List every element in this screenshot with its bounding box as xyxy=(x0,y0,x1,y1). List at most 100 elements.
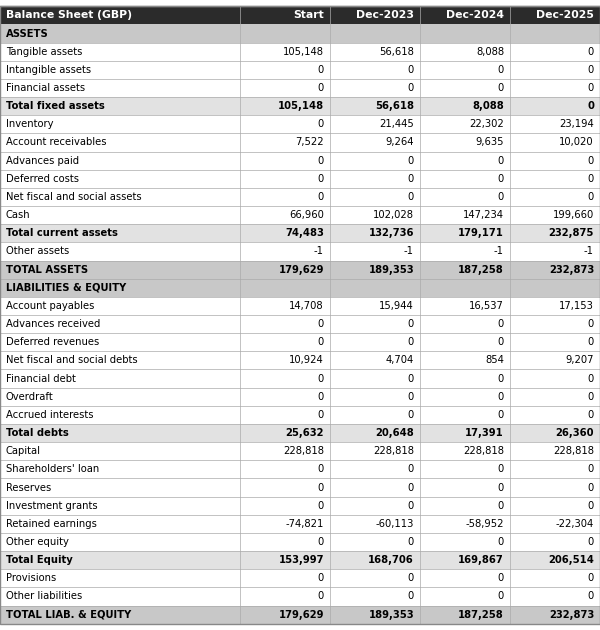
Text: 102,028: 102,028 xyxy=(373,210,414,220)
Text: 0: 0 xyxy=(408,464,414,474)
Text: 0: 0 xyxy=(318,410,324,420)
Bar xyxy=(0,206,600,224)
Text: 105,148: 105,148 xyxy=(283,47,324,57)
Text: 0: 0 xyxy=(408,319,414,329)
Text: Deferred revenues: Deferred revenues xyxy=(6,337,99,347)
Bar xyxy=(0,461,600,478)
Text: Investment grants: Investment grants xyxy=(6,501,98,511)
Text: 0: 0 xyxy=(408,174,414,184)
Text: -1: -1 xyxy=(404,246,414,256)
Bar xyxy=(0,134,600,152)
Text: -74,821: -74,821 xyxy=(286,519,324,529)
Text: 0: 0 xyxy=(318,119,324,129)
Text: 0: 0 xyxy=(588,374,594,384)
Text: 4,704: 4,704 xyxy=(386,355,414,365)
Text: Other liabilities: Other liabilities xyxy=(6,592,82,602)
Text: 0: 0 xyxy=(588,174,594,184)
Text: 0: 0 xyxy=(498,537,504,547)
Text: 0: 0 xyxy=(318,537,324,547)
Text: Start: Start xyxy=(293,10,324,20)
Text: Retained earnings: Retained earnings xyxy=(6,519,97,529)
Text: Inventory: Inventory xyxy=(6,119,53,129)
Text: 189,353: 189,353 xyxy=(368,610,414,620)
Bar xyxy=(0,79,600,97)
Text: 0: 0 xyxy=(408,392,414,402)
Text: Dec-2024: Dec-2024 xyxy=(446,10,504,20)
Text: 232,875: 232,875 xyxy=(548,228,594,238)
Text: 0: 0 xyxy=(588,83,594,93)
Text: 0: 0 xyxy=(318,573,324,583)
Text: Other equity: Other equity xyxy=(6,537,69,547)
Text: 0: 0 xyxy=(498,374,504,384)
Text: Tangible assets: Tangible assets xyxy=(6,47,82,57)
Text: 0: 0 xyxy=(588,337,594,347)
Text: 9,635: 9,635 xyxy=(476,137,504,147)
Text: 22,302: 22,302 xyxy=(469,119,504,129)
Bar xyxy=(0,278,600,297)
Text: 0: 0 xyxy=(588,392,594,402)
Text: 232,873: 232,873 xyxy=(549,265,594,275)
Text: 56,618: 56,618 xyxy=(375,101,414,111)
Text: 0: 0 xyxy=(588,501,594,511)
Text: LIABILITIES & EQUITY: LIABILITIES & EQUITY xyxy=(6,283,126,293)
Text: 14,708: 14,708 xyxy=(289,301,324,311)
Bar xyxy=(0,115,600,134)
Text: 0: 0 xyxy=(588,192,594,202)
Bar xyxy=(0,243,600,261)
Text: 0: 0 xyxy=(318,592,324,602)
Text: 0: 0 xyxy=(498,319,504,329)
Text: 74,483: 74,483 xyxy=(285,228,324,238)
Text: 0: 0 xyxy=(318,156,324,166)
Text: TOTAL ASSETS: TOTAL ASSETS xyxy=(6,265,88,275)
Text: -1: -1 xyxy=(494,246,504,256)
Text: Accrued interests: Accrued interests xyxy=(6,410,94,420)
Text: 228,818: 228,818 xyxy=(283,446,324,456)
Text: Total current assets: Total current assets xyxy=(6,228,118,238)
Text: 9,264: 9,264 xyxy=(386,137,414,147)
Text: 56,618: 56,618 xyxy=(379,47,414,57)
Bar xyxy=(0,43,600,60)
Text: Advances paid: Advances paid xyxy=(6,156,79,166)
Text: Reserves: Reserves xyxy=(6,483,51,493)
Text: 0: 0 xyxy=(408,337,414,347)
Text: 0: 0 xyxy=(498,501,504,511)
Text: Dec-2025: Dec-2025 xyxy=(536,10,594,20)
Text: 0: 0 xyxy=(498,464,504,474)
Text: -22,304: -22,304 xyxy=(556,519,594,529)
Bar xyxy=(0,60,600,79)
Text: 0: 0 xyxy=(498,83,504,93)
Bar xyxy=(0,424,600,442)
Text: 0: 0 xyxy=(318,192,324,202)
Text: 179,629: 179,629 xyxy=(278,265,324,275)
Text: -1: -1 xyxy=(314,246,324,256)
Text: 179,171: 179,171 xyxy=(458,228,504,238)
Bar xyxy=(0,6,600,25)
Text: 228,818: 228,818 xyxy=(553,446,594,456)
Text: 0: 0 xyxy=(587,101,594,111)
Text: 0: 0 xyxy=(408,83,414,93)
Text: 0: 0 xyxy=(408,410,414,420)
Text: 0: 0 xyxy=(408,192,414,202)
Text: 0: 0 xyxy=(318,65,324,75)
Text: 0: 0 xyxy=(318,464,324,474)
Text: 228,818: 228,818 xyxy=(373,446,414,456)
Text: Cash: Cash xyxy=(6,210,31,220)
Text: 0: 0 xyxy=(498,410,504,420)
Text: 0: 0 xyxy=(408,592,414,602)
Text: 232,873: 232,873 xyxy=(549,610,594,620)
Text: 0: 0 xyxy=(588,319,594,329)
Text: 8,088: 8,088 xyxy=(472,101,504,111)
Text: Account payables: Account payables xyxy=(6,301,94,311)
Text: 199,660: 199,660 xyxy=(553,210,594,220)
Bar xyxy=(0,406,600,424)
Text: -58,952: -58,952 xyxy=(466,519,504,529)
Text: 0: 0 xyxy=(498,483,504,493)
Text: 187,258: 187,258 xyxy=(458,610,504,620)
Text: 0: 0 xyxy=(588,573,594,583)
Text: 228,818: 228,818 xyxy=(463,446,504,456)
Text: 854: 854 xyxy=(485,355,504,365)
Text: 0: 0 xyxy=(588,537,594,547)
Text: 9,207: 9,207 xyxy=(566,355,594,365)
Text: 0: 0 xyxy=(318,337,324,347)
Text: 0: 0 xyxy=(498,392,504,402)
